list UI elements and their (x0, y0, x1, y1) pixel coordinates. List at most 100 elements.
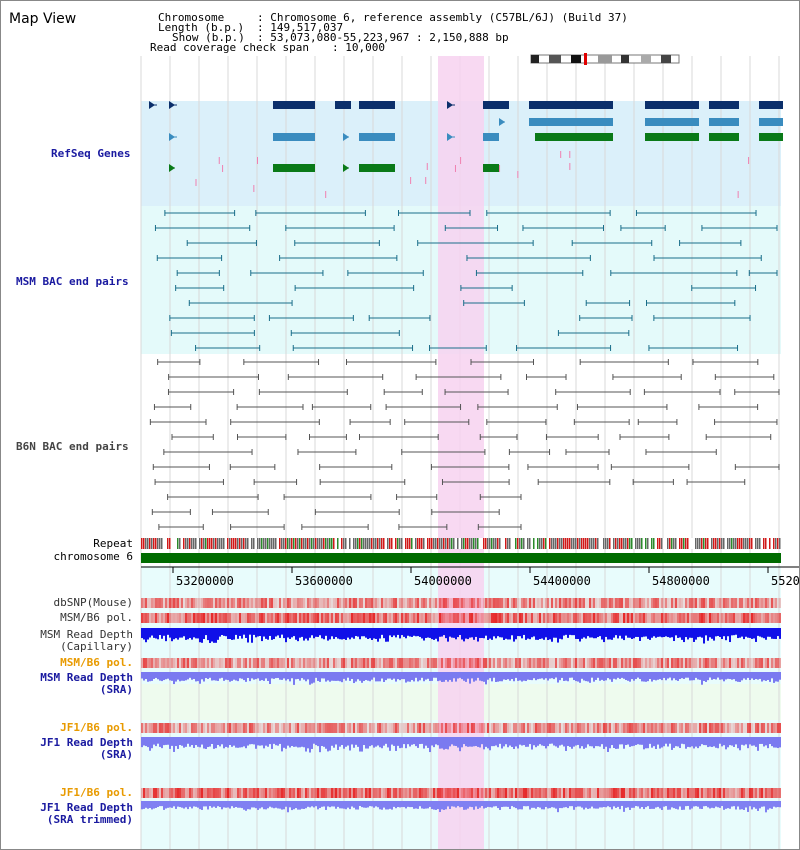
msm-pol-sra-cell (653, 658, 655, 668)
track-label-refseq[interactable]: RefSeq Genes (51, 147, 131, 160)
msm-pol-cell (477, 613, 479, 623)
repeat-element (499, 538, 501, 549)
jf1-sra-depth-bar (449, 737, 451, 747)
jf1-sra-trim-depth-bar (371, 801, 373, 807)
msm-pol-cell (691, 613, 693, 623)
jf1-pol-trim-cell (717, 788, 719, 798)
jf1-sra-trim-depth-bar (541, 801, 543, 810)
jf1-sra-depth-bar (451, 737, 453, 745)
msm-pol-sra-cell (315, 658, 317, 668)
gene-exon (529, 101, 613, 109)
jf1-sra-trim-depth-bar (295, 801, 297, 809)
jf1-pol-trim-cell (405, 788, 407, 798)
msm-pol-sra-cell (163, 658, 165, 668)
track-label-b6n-bac[interactable]: B6N BAC end pairs (16, 440, 129, 453)
chromosome-value: : Chromosome 6, reference assembly (C57B… (257, 11, 628, 24)
jf1-sra-trim-depth-bar (653, 801, 655, 809)
jf1-pol-trim-cell (627, 788, 629, 798)
repeat-element (355, 538, 357, 549)
jf1-pol-trim-cell (759, 788, 761, 798)
repeat-element (293, 538, 295, 549)
msm-pol-cell (631, 613, 633, 623)
msm-sra-depth-bar (433, 672, 435, 678)
jf1-sra-depth-bar (429, 737, 431, 753)
jf1-pol-cell (317, 723, 319, 733)
dbsnp-cell (273, 598, 275, 608)
jf1-pol-trim-cell (277, 788, 279, 798)
msm-sra-depth-bar (721, 672, 723, 680)
dbsnp-cell (761, 598, 763, 608)
jf1-sra-depth-bar (189, 737, 191, 747)
msm-pol-cell (457, 613, 459, 623)
msm-sra-depth-bar (295, 672, 297, 680)
jf1-sra-depth-bar (777, 737, 779, 749)
jf1-pol-cell (191, 723, 193, 733)
msm-sra-depth-bar (255, 672, 257, 680)
jf1-pol-cell (647, 723, 649, 733)
dbsnp-cell (415, 598, 417, 608)
msm-sra-depth-bar (177, 672, 179, 680)
jf1-pol-cell (625, 723, 627, 733)
jf1-pol-trim-cell (357, 788, 359, 798)
msm-capillary-depth-bar (547, 628, 549, 641)
msm-pol-sra-cell (759, 658, 761, 668)
ideogram-position-marker (584, 53, 587, 65)
dbsnp-cell (419, 598, 421, 608)
msm-pol-sra-cell (287, 658, 289, 668)
repeat-element (265, 538, 267, 549)
repeat-element (307, 538, 309, 549)
msm-capillary-depth-bar (563, 628, 565, 636)
jf1-pol-trim-cell (247, 788, 249, 798)
msm-pol-cell (251, 613, 253, 623)
jf1-pol-cell (231, 723, 233, 733)
msm-sra-depth-bar (497, 672, 499, 682)
repeat-element (471, 538, 473, 549)
track-label-msm-bac[interactable]: MSM BAC end pairs (16, 275, 129, 288)
jf1-pol-cell (641, 723, 643, 733)
msm-pol-sra-cell (497, 658, 499, 668)
msm-capillary-depth-bar (165, 628, 167, 642)
msm-capillary-depth-bar (201, 628, 203, 643)
msm-sra-depth-bar (201, 672, 203, 680)
lower-track-label-line1: JF1/B6 pol. (60, 786, 133, 799)
jf1-pol-trim-cell (231, 788, 233, 798)
msm-capillary-depth-bar (517, 628, 519, 637)
jf1-sra-trim-depth-bar (459, 801, 461, 808)
jf1-sra-trim-depth-bar (693, 801, 695, 807)
msm-sra-depth-bar (147, 672, 149, 682)
msm-capillary-depth-bar (525, 628, 527, 640)
dbsnp-cell (649, 598, 651, 608)
repeat-element (259, 538, 261, 549)
msm-pol-cell (537, 613, 539, 623)
jf1-sra-depth-bar (709, 737, 711, 747)
jf1-sra-trim-depth-bar (487, 801, 489, 807)
jf1-sra-depth-bar (345, 737, 347, 747)
msm-capillary-depth-bar (295, 628, 297, 640)
refseq-marker (222, 165, 224, 172)
jf1-sra-depth-bar (507, 737, 509, 748)
msm-capillary-depth-bar (571, 628, 573, 636)
msm-pol-sra-cell (479, 658, 481, 668)
jf1-pol-trim-cell (737, 788, 739, 798)
jf1-sra-trim-depth-bar (285, 801, 287, 807)
repeat-element (597, 538, 599, 549)
msm-pol-cell (441, 613, 443, 623)
msm-pol-cell (171, 613, 173, 623)
jf1-sra-trim-depth-bar (637, 801, 639, 807)
jf1-sra-depth-bar (365, 737, 367, 749)
jf1-pol-cell (461, 723, 463, 733)
dbsnp-cell (499, 598, 501, 608)
msm-capillary-depth-bar (401, 628, 403, 636)
jf1-sra-trim-depth-bar (347, 801, 349, 808)
msm-sra-depth-bar (181, 672, 183, 681)
repeat-element (227, 538, 229, 549)
msm-pol-sra-cell (571, 658, 573, 668)
msm-pol-sra-cell (209, 658, 211, 668)
jf1-sra-depth-bar (619, 737, 621, 745)
jf1-pol-cell (709, 723, 711, 733)
msm-sra-depth-bar (755, 672, 757, 680)
jf1-sra-trim-depth-bar (417, 801, 419, 809)
msm-sra-depth-bar (545, 672, 547, 679)
jf1-sra-depth-bar (569, 737, 571, 747)
